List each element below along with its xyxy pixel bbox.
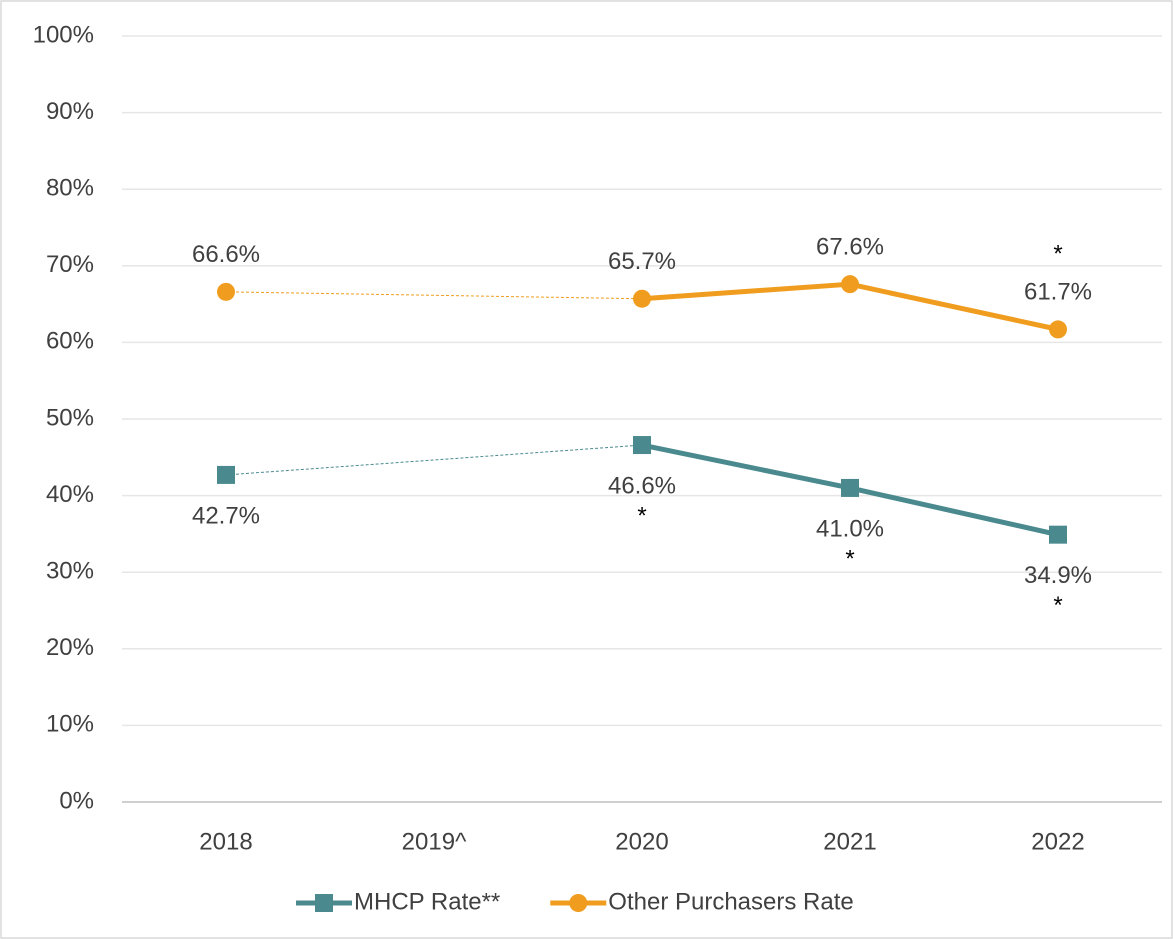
marker xyxy=(633,289,651,308)
gap-bridge xyxy=(225,444,643,476)
legend-marker xyxy=(315,894,333,912)
data-label: 42.7% xyxy=(192,502,260,529)
marker xyxy=(1049,320,1067,339)
y-tick-label: 40% xyxy=(46,481,94,508)
x-tick-label: 2020 xyxy=(615,828,668,855)
y-tick-label: 60% xyxy=(46,328,94,355)
data-label: 65.7% xyxy=(608,248,676,275)
data-label: 67.6% xyxy=(816,234,884,261)
y-tick-label: 100% xyxy=(33,21,94,48)
y-tick-label: 0% xyxy=(59,787,94,814)
marker xyxy=(217,282,235,301)
significance-mark: * xyxy=(637,502,646,529)
marker xyxy=(217,465,235,484)
y-tick-label: 50% xyxy=(46,404,94,431)
marker xyxy=(841,478,859,497)
marker xyxy=(633,436,651,455)
data-label: 61.7% xyxy=(1024,279,1092,306)
legend-label: Other Purchasers Rate xyxy=(608,888,853,915)
legend-label: MHCP Rate** xyxy=(354,888,500,915)
data-label: 34.9% xyxy=(1024,562,1092,589)
data-label: 66.6% xyxy=(192,241,260,268)
marker xyxy=(1049,525,1067,544)
marker xyxy=(841,275,859,294)
significance-mark: * xyxy=(1053,241,1062,268)
gap-bridge xyxy=(225,291,643,300)
y-tick-label: 90% xyxy=(46,98,94,125)
significance-mark: * xyxy=(1053,592,1062,619)
x-tick-label: 2018 xyxy=(199,828,252,855)
x-tick-label: 2021 xyxy=(823,828,876,855)
legend-marker xyxy=(569,894,588,912)
y-tick-label: 10% xyxy=(46,711,94,738)
y-tick-label: 20% xyxy=(46,634,94,661)
x-tick-label: 2022 xyxy=(1031,828,1084,855)
y-tick-label: 70% xyxy=(46,251,94,278)
y-tick-label: 80% xyxy=(46,175,94,202)
x-tick-label: 2019^ xyxy=(402,828,467,855)
significance-mark: * xyxy=(845,545,854,572)
y-tick-label: 30% xyxy=(46,558,94,585)
data-label: 41.0% xyxy=(816,515,884,542)
data-label: 46.6% xyxy=(608,472,676,499)
